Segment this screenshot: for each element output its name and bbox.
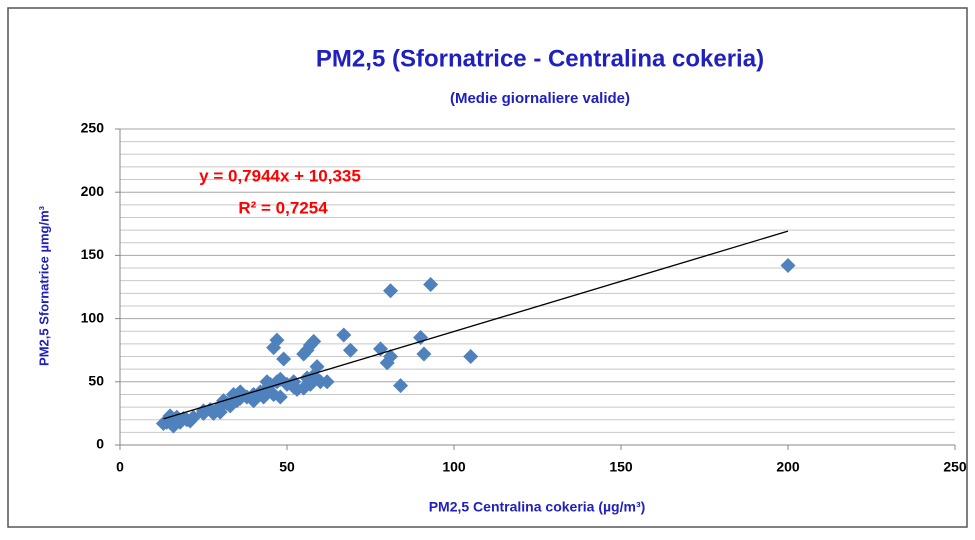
point	[272, 389, 288, 405]
chart-subtitle: (Medie giornaliere valide)	[450, 90, 630, 107]
y-tick-label: 250	[81, 120, 105, 136]
point	[463, 349, 479, 365]
point	[276, 351, 292, 367]
point	[383, 283, 399, 299]
x-tick-label: 150	[609, 459, 633, 475]
point	[266, 340, 282, 356]
y-tick-label: 100	[81, 309, 105, 325]
point	[336, 327, 352, 343]
y-tick-label: 0	[96, 436, 104, 452]
point	[393, 378, 409, 394]
x-tick-label: 100	[442, 459, 466, 475]
trend-r2: R² = 0,7254	[238, 198, 328, 217]
chart-title: PM2,5 (Sfornatrice - Centralina cokeria)	[316, 45, 764, 72]
x-axis-title: PM2,5 Centralina cokeria (µg/m³)	[429, 499, 646, 515]
x-tick-label: 200	[776, 459, 800, 475]
y-tick-label: 150	[81, 246, 105, 262]
trend-equation: y = 0,7944x + 10,335	[199, 166, 361, 185]
y-tick-label: 200	[81, 183, 105, 199]
x-tick-label: 250	[943, 459, 967, 475]
point	[416, 346, 432, 362]
x-tick-label: 0	[116, 459, 124, 475]
y-tick-label: 50	[88, 373, 104, 389]
point	[256, 389, 272, 405]
point	[383, 349, 399, 365]
trendline	[163, 230, 789, 420]
point	[312, 374, 328, 390]
point	[423, 276, 439, 292]
point	[259, 374, 275, 390]
point	[413, 330, 429, 346]
x-tick-label: 50	[279, 459, 295, 475]
chart-border	[7, 7, 968, 528]
point	[299, 342, 315, 358]
point	[182, 413, 198, 429]
point	[222, 398, 238, 414]
y-axis-title: PM2,5 Sfornatrice µmg/m³	[36, 205, 51, 366]
point	[780, 258, 796, 274]
point	[342, 342, 358, 358]
